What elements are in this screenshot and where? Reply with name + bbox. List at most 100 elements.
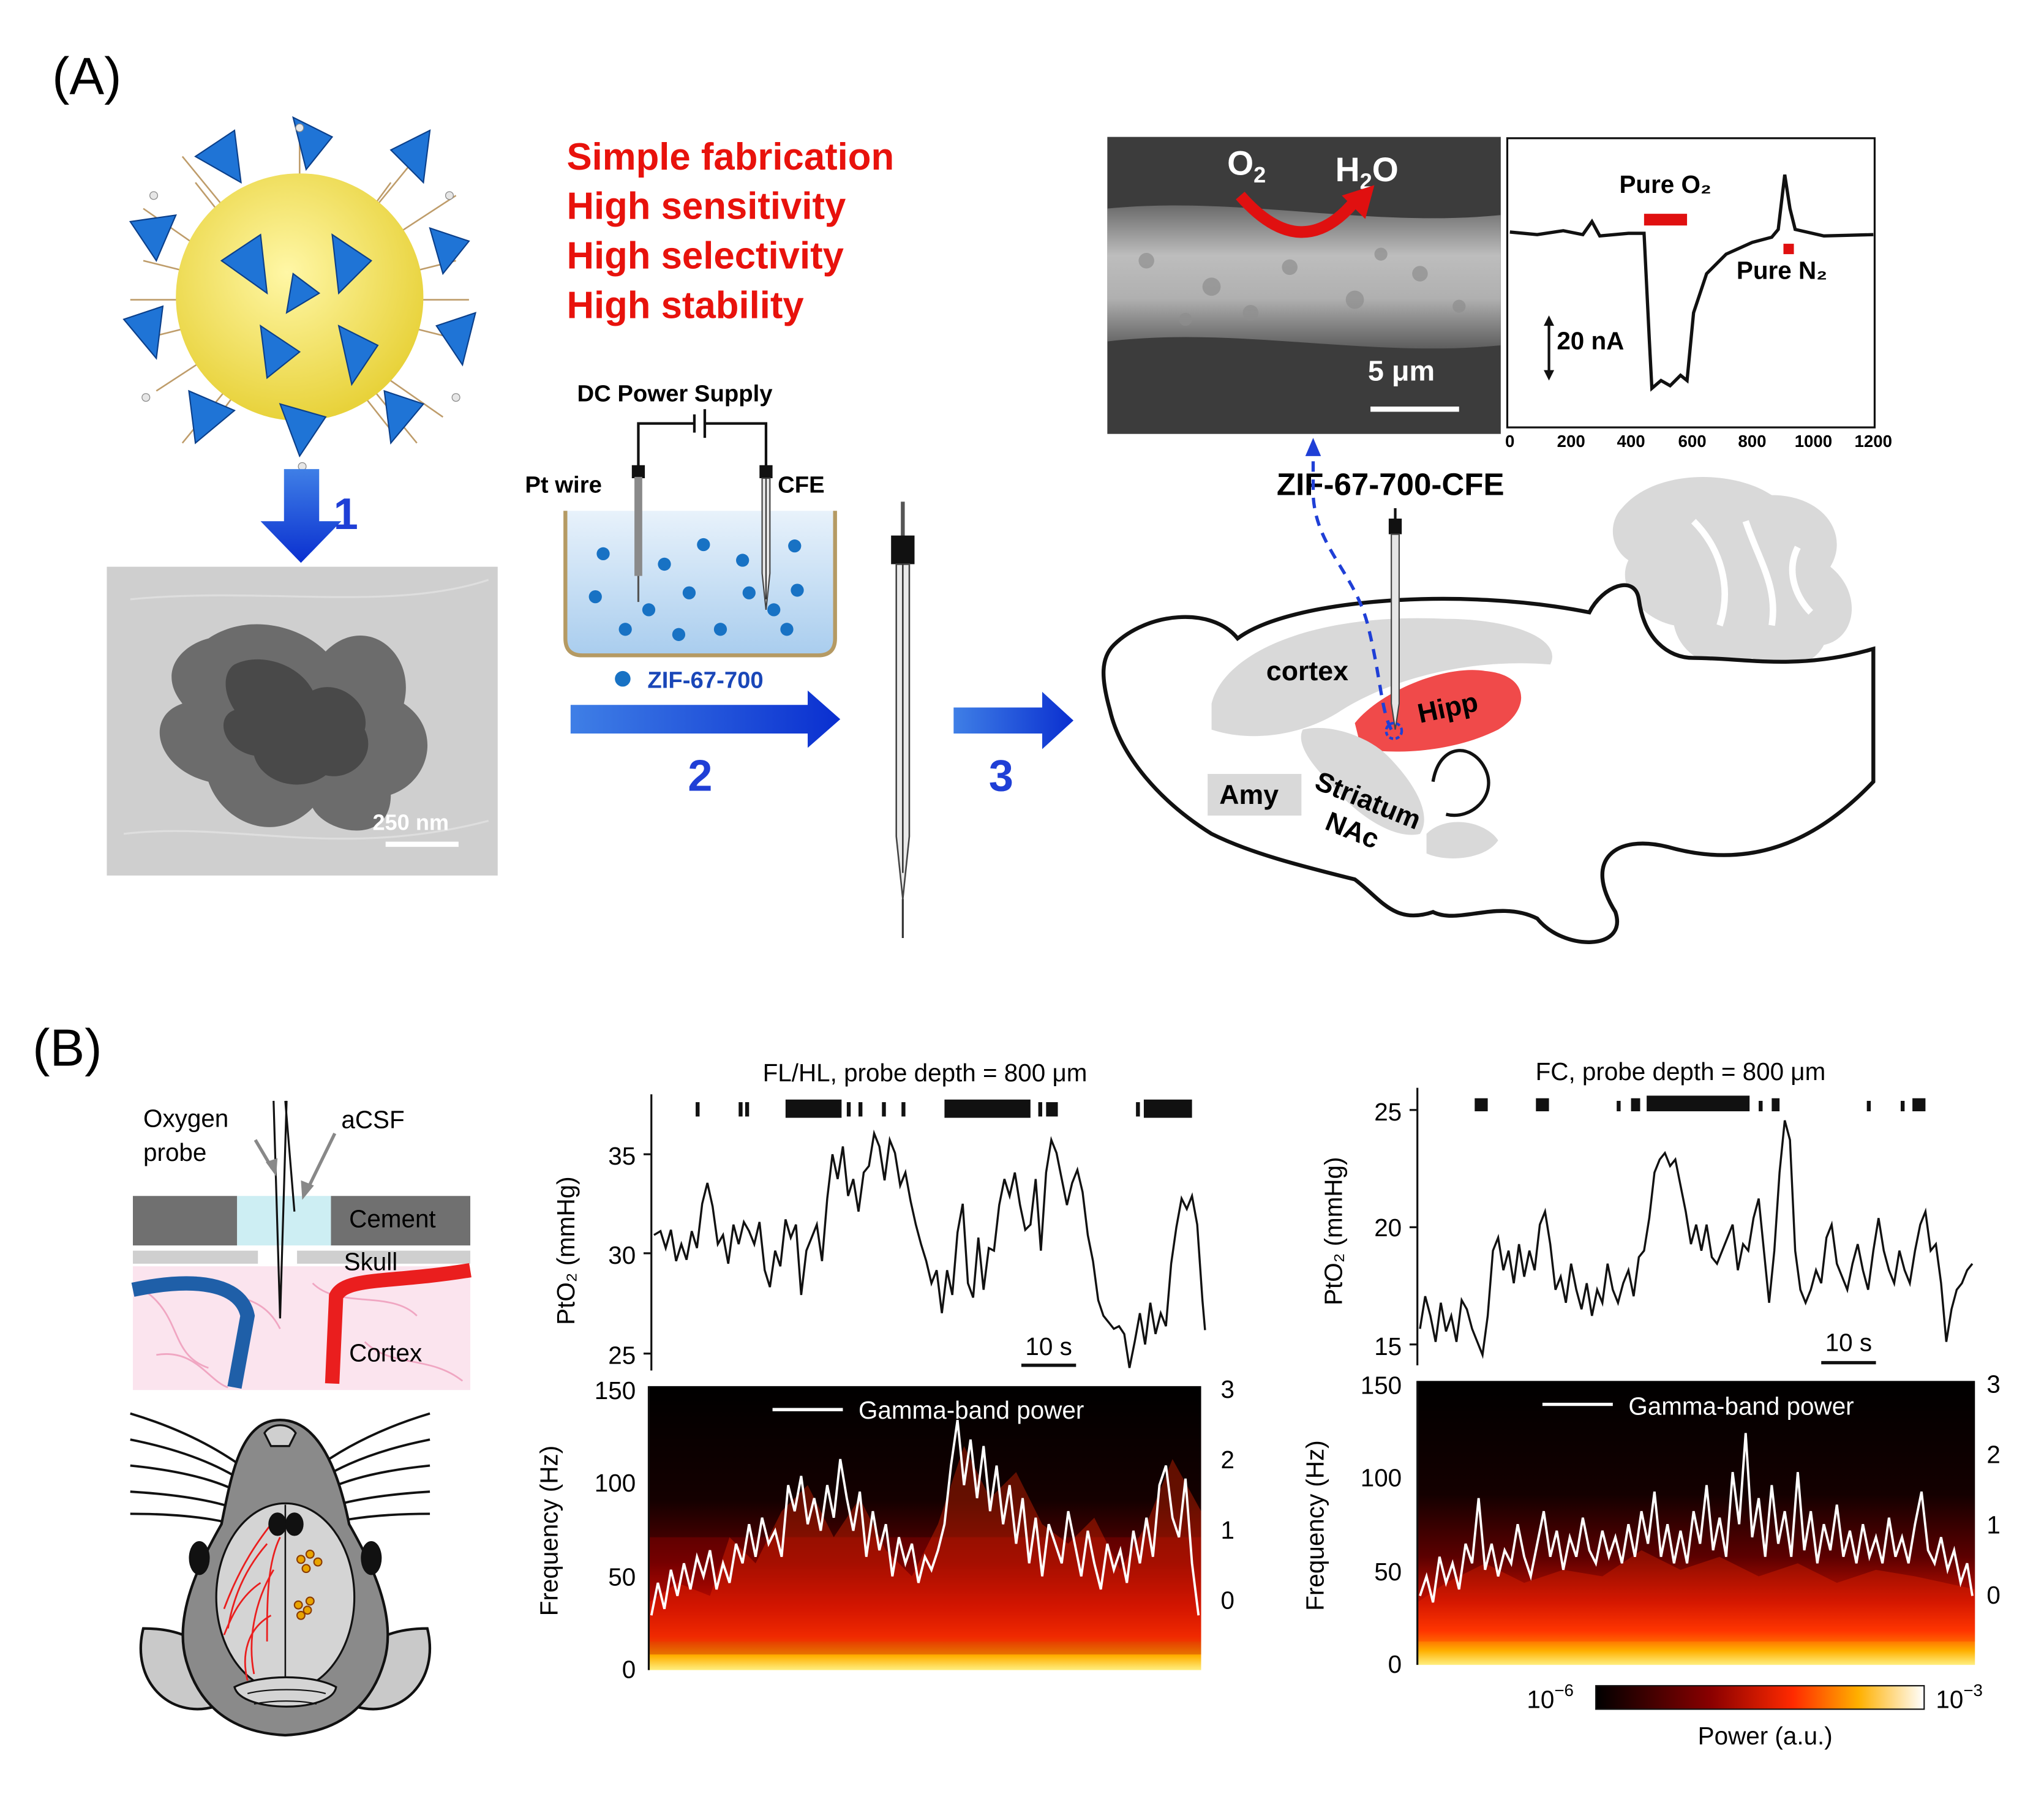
svg-text:0: 0	[1505, 432, 1514, 451]
right-pto2-ylabel: PtO₂ (mmHg)	[1319, 1157, 1347, 1305]
panel-b-label: (B)	[32, 1019, 102, 1078]
right-activity-raster	[1475, 1095, 1926, 1111]
right-frequency-ylabel: Frequency (Hz)	[1301, 1440, 1329, 1610]
left-frequency-ticks: 0 50 100 150	[595, 1376, 636, 1683]
left-gamma-trace	[650, 1419, 1200, 1616]
cfe-label: CFE	[778, 471, 825, 498]
left-pto2-ylabel: PtO₂ (mmHg)	[552, 1176, 580, 1324]
svg-text:0: 0	[622, 1655, 636, 1683]
right-pto2-ticks: 15 20 25	[1374, 1098, 1402, 1361]
svg-text:150: 150	[595, 1376, 636, 1405]
left-gamma-ticks: 0 1 2 3	[1220, 1375, 1234, 1615]
left-time-scale-label: 10 s	[1025, 1332, 1072, 1361]
cortex-schematic-label: Cortex	[349, 1338, 422, 1367]
right-gamma-ticks: 0 1 2 3	[1986, 1370, 2000, 1610]
right-plot-title: FC, probe depth = 800 μm	[1536, 1057, 1826, 1086]
mof-structure-image	[122, 116, 477, 471]
pt-wire-electrode	[631, 465, 645, 602]
feature-3: High selectivity	[566, 235, 844, 277]
svg-text:15: 15	[1374, 1332, 1402, 1361]
svg-text:50: 50	[1374, 1558, 1402, 1586]
svg-text:20: 20	[1374, 1214, 1402, 1242]
left-legend-label: Gamma-band power	[859, 1396, 1084, 1424]
svg-text:35: 35	[608, 1142, 636, 1170]
current-x-ticks: 0 200 400 600 800 1000 1200	[1505, 432, 1892, 451]
svg-text:400: 400	[1617, 432, 1645, 451]
svg-text:2: 2	[1220, 1446, 1234, 1474]
svg-text:0: 0	[1220, 1586, 1234, 1615]
particle-legend-dot	[615, 670, 631, 687]
pure-o2-label: Pure O₂	[1619, 170, 1711, 198]
sem-scale-label: 5 μm	[1368, 355, 1435, 386]
zif-particles	[588, 538, 804, 641]
svg-text:800: 800	[1738, 432, 1766, 451]
panel-a-label: (A)	[52, 47, 121, 105]
svg-text:0: 0	[1986, 1581, 2000, 1609]
pure-n2-label: Pure N₂	[1737, 257, 1827, 285]
right-gamma-trace	[1419, 1433, 1974, 1603]
cortex-label: cortex	[1266, 656, 1348, 686]
step-2-label: 2	[688, 752, 712, 801]
svg-text:1000: 1000	[1795, 432, 1833, 451]
brain-sagittal-diagram	[1101, 438, 1876, 944]
svg-text:1200: 1200	[1855, 432, 1893, 451]
left-pto2-trace	[653, 1129, 1206, 1368]
svg-text:600: 600	[1678, 432, 1707, 451]
sem-h2o-label: H2O	[1336, 151, 1399, 194]
svg-text:100: 100	[1361, 1464, 1402, 1492]
skull-label: Skull	[344, 1248, 398, 1276]
current-trace-plot	[1506, 137, 1876, 429]
right-pto2-trace	[1419, 1120, 1974, 1359]
right-legend-label: Gamma-band power	[1628, 1392, 1854, 1421]
svg-text:3: 3	[1220, 1375, 1234, 1403]
feature-2: High sensitivity	[566, 186, 846, 228]
sem-o2-label: O2	[1227, 144, 1266, 187]
svg-text:25: 25	[1374, 1098, 1402, 1126]
oxygen-label: Oxygen	[143, 1104, 228, 1132]
svg-text:3: 3	[1986, 1370, 2000, 1398]
svg-text:25: 25	[608, 1342, 636, 1370]
reaction-arrow	[1236, 185, 1375, 238]
right-pto2-tick-marks	[1409, 1109, 1418, 1346]
acsf-label: aCSF	[341, 1106, 404, 1134]
left-activity-raster	[696, 1099, 1192, 1118]
feature-4: High stability	[566, 284, 803, 326]
tem-scale-label: 250 nm	[372, 809, 449, 835]
svg-text:200: 200	[1557, 432, 1585, 451]
probe-label: probe	[143, 1138, 206, 1166]
sem-image	[1107, 137, 1501, 434]
left-pto2-ticks: 25 30 35	[608, 1142, 636, 1370]
svg-text:30: 30	[608, 1241, 636, 1269]
amy-label: Amy	[1219, 780, 1279, 810]
colorbar-low-label: 10−6	[1527, 1681, 1573, 1713]
svg-text:150: 150	[1361, 1372, 1402, 1400]
modified-cfe-electrode	[891, 501, 915, 939]
pt-wire-label: Pt wire	[525, 471, 602, 498]
particle-legend-label: ZIF-67-700	[647, 667, 763, 694]
svg-text:1: 1	[1220, 1516, 1234, 1544]
svg-text:50: 50	[608, 1563, 636, 1591]
step-2-arrow	[570, 690, 841, 748]
right-frequency-ticks: 0 50 100 150	[1361, 1372, 1402, 1678]
power-colorbar	[1595, 1685, 1925, 1710]
current-scale-label: 20 nA	[1557, 326, 1624, 355]
cement-label: Cement	[349, 1204, 435, 1233]
colorbar-high-label: 10−3	[1936, 1681, 1982, 1713]
cfe-electrode	[759, 465, 773, 610]
right-time-scale-label: 10 s	[1825, 1328, 1872, 1356]
feature-list: Simple fabrication High sensitivity High…	[566, 136, 894, 327]
left-frequency-ylabel: Frequency (Hz)	[535, 1446, 563, 1616]
svg-text:0: 0	[1388, 1650, 1402, 1678]
mouse-head-illustration	[130, 1412, 432, 1737]
step-3-label: 3	[989, 752, 1013, 801]
electrolyte-bath	[563, 511, 837, 658]
svg-text:1: 1	[1986, 1511, 2000, 1539]
left-spectrogram	[648, 1386, 1201, 1670]
svg-text:2: 2	[1986, 1440, 2000, 1468]
step-1-arrow	[260, 469, 342, 563]
colorbar-label: Power (a.u.)	[1698, 1722, 1833, 1750]
dc-power-label: DC Power Supply	[577, 380, 773, 407]
tem-image	[107, 566, 498, 876]
svg-text:100: 100	[595, 1469, 636, 1497]
